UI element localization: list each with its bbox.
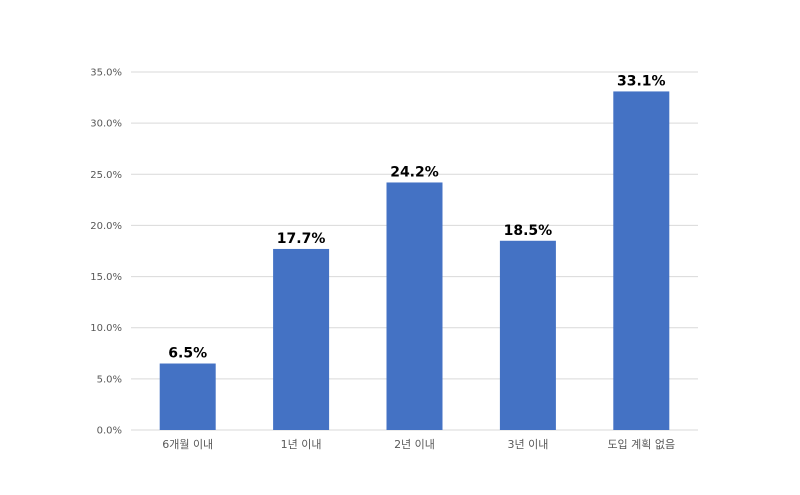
bar [273,248,330,430]
y-axis-tick-labels: 0.0% 5.0% 10.0% 15.0% 20.0% 25.0% 30.0% 35.0% [90,68,122,437]
bar [386,182,443,430]
y-tick-label: 5.0% [97,374,122,385]
bar-data-label: 24.2% [390,164,439,180]
y-tick-label: 25.0% [90,170,122,181]
bar [613,91,670,430]
x-axis-category-labels: 6개월 이내 1년 이내 2년 이내 3년 이내 도입 계획 없음 [162,438,675,451]
y-tick-label: 30.0% [90,119,122,130]
y-tick-label: 0.0% [97,426,122,437]
bar-data-label: 33.1% [617,73,666,89]
bar-data-label: 17.7% [277,231,326,247]
bar-data-label: 6.5% [168,346,207,362]
y-tick-label: 35.0% [90,68,122,79]
bar-data-label: 18.5% [504,223,553,239]
data-labels: 6.5% 17.7% 24.2% 18.5% 33.1% [168,73,665,361]
x-category-label: 1년 이내 [281,438,322,451]
bar [159,363,216,430]
y-tick-label: 15.0% [90,272,122,283]
x-category-label: 3년 이내 [507,438,548,451]
x-category-label: 2년 이내 [394,438,435,451]
y-tick-label: 20.0% [90,221,122,232]
x-category-label: 6개월 이내 [162,438,213,451]
bars [159,91,670,430]
x-category-label: 도입 계획 없음 [607,438,675,451]
y-tick-label: 10.0% [90,323,122,334]
bar [499,240,556,430]
